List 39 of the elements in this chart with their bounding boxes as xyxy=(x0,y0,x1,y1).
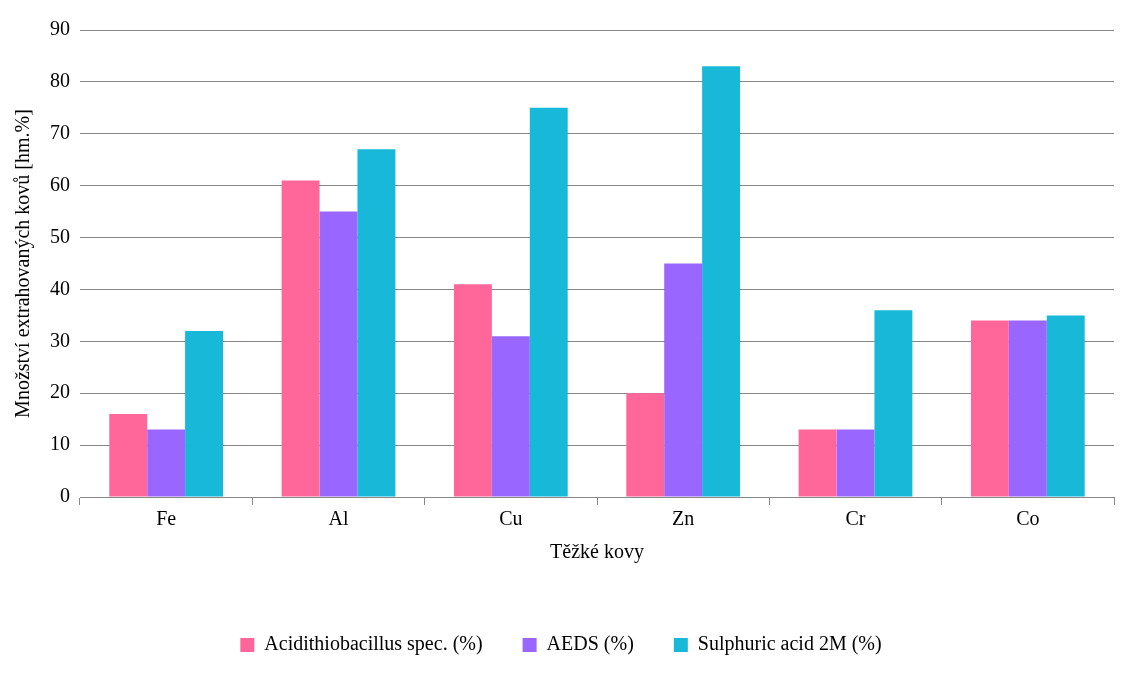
x-tick-label: Fe xyxy=(156,507,177,530)
bar xyxy=(147,429,186,497)
bar xyxy=(357,149,396,497)
bar xyxy=(1046,315,1085,497)
bar xyxy=(836,429,875,497)
bar xyxy=(281,180,320,497)
bar xyxy=(702,66,741,497)
x-axis-title: Těžké kovy xyxy=(550,540,644,564)
bar xyxy=(185,330,224,497)
x-tick-label: Zn xyxy=(672,507,695,530)
y-tick-label: 80 xyxy=(50,69,70,92)
y-tick-label: 10 xyxy=(50,432,70,455)
bar xyxy=(1008,320,1047,497)
legend-label: Sulphuric acid 2M (%) xyxy=(697,632,882,656)
y-tick-label: 90 xyxy=(50,17,70,40)
y-tick-label: 0 xyxy=(60,484,70,507)
bar xyxy=(319,211,358,497)
y-tick-label: 50 xyxy=(50,224,70,247)
bar xyxy=(874,310,913,497)
x-tick-label: Cu xyxy=(499,507,523,530)
y-tick-label: 60 xyxy=(50,172,70,195)
y-tick-label: 30 xyxy=(50,328,70,351)
bar xyxy=(491,336,530,497)
bar xyxy=(109,413,148,497)
bar xyxy=(798,429,837,497)
bar xyxy=(529,107,568,497)
y-axis-title: Množství extrahovaných kovů [hm.%] xyxy=(11,109,35,418)
x-tick-label: Al xyxy=(328,507,349,530)
y-tick-label: 20 xyxy=(50,380,70,403)
legend-label: AEDS (%) xyxy=(546,632,634,656)
bar xyxy=(626,393,665,497)
bar xyxy=(970,320,1009,497)
x-tick-label: Co xyxy=(1016,507,1040,530)
y-tick-label: 70 xyxy=(50,121,70,144)
x-tick-label: Cr xyxy=(845,507,866,530)
bar xyxy=(453,284,492,497)
legend-label: Acidithiobacillus spec. (%) xyxy=(264,632,483,656)
y-tick-label: 40 xyxy=(50,276,70,299)
bar xyxy=(664,263,703,497)
